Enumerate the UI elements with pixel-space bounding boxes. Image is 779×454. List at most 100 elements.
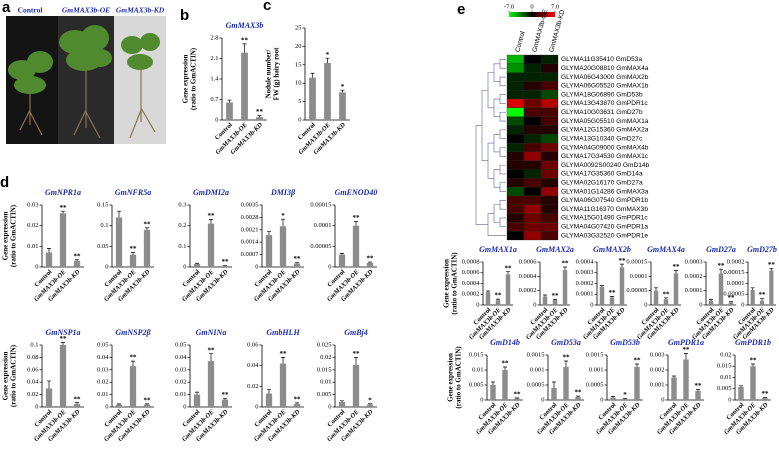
heatmap-cell (540, 90, 559, 100)
chart-title: GmDMI2a (193, 188, 229, 197)
bar (762, 397, 768, 400)
row-label: GLYMA15G01490 GmPDR1c (561, 215, 648, 222)
y-axis-label: Nodule number/ (265, 49, 273, 99)
significance-mark: ** (619, 257, 627, 265)
heatmap-cell (506, 231, 525, 241)
y-tick-label: 0.005 (717, 385, 732, 392)
error-bar (340, 400, 344, 403)
y-axis-label: (ratio to GmACTIN) (451, 252, 459, 315)
y-axis-label: (ratio to GmACTIN) (10, 344, 18, 407)
error-bar (75, 259, 79, 261)
error-bar (281, 218, 285, 227)
row-label: GLYMA02G16170 GmD27a (561, 179, 643, 186)
dendrogram (475, 59, 506, 236)
error-bar (131, 360, 135, 367)
y-tick-label: 0.0021 (241, 226, 259, 233)
bar (502, 370, 508, 400)
error-bar (325, 57, 330, 63)
error-bar (145, 403, 149, 405)
bar (505, 274, 511, 305)
y-tick-label: 0 (35, 403, 38, 410)
chart-title: GmD53b (610, 338, 640, 347)
bar (750, 289, 755, 305)
error-bar (117, 403, 121, 405)
heatmap-cell (506, 151, 525, 161)
y-tick-label: 0.0005 (527, 381, 545, 388)
heatmap-cell (540, 160, 559, 170)
y-tick-label: 0.01 (97, 391, 108, 398)
heatmap-cell (523, 90, 542, 100)
y-tick-label: 1.4 (210, 75, 219, 82)
y-tick-label: 0 (215, 116, 218, 123)
row-label: GLYMA18G06890 GmD53b (561, 91, 643, 98)
error-bar (257, 115, 262, 118)
y-tick-label: 0.03 (175, 366, 186, 373)
y-tick-label: 0 (533, 301, 536, 308)
heatmap-cell (540, 186, 559, 197)
bar (653, 290, 659, 305)
row-label: GLYMA11G35410 GmD53a (561, 56, 642, 63)
heatmap-cell (523, 63, 542, 73)
y-tick-label: 0.03 (97, 366, 108, 373)
bar (339, 92, 346, 120)
heatmap-cell (540, 151, 559, 161)
heatmap-cell (540, 54, 559, 64)
chart-title: GmMAX2a (536, 245, 574, 254)
heatmap-cell (523, 151, 542, 161)
chart-title: GmD27a (706, 245, 736, 254)
row-label: GLYMA17G35360 GmD14a (561, 171, 643, 178)
y-tick-label: 0.0006 (462, 269, 481, 276)
heatmap-cell (540, 178, 559, 188)
error-bar (729, 301, 733, 303)
y-tick-label: 0 (661, 396, 664, 403)
heatmap-cell (540, 204, 559, 214)
chart-title: GmbHLH (266, 328, 300, 337)
y-tick-label: 0.015 (717, 363, 732, 370)
error-bar (664, 297, 668, 300)
y-tick-label: 0.08 (27, 354, 38, 361)
bar (673, 273, 679, 305)
bar (45, 388, 53, 407)
bar (193, 394, 201, 407)
significance-mark: ** (60, 204, 68, 212)
bar (495, 300, 501, 305)
y-tick-label: 0.2 (178, 222, 186, 229)
bar (279, 363, 287, 407)
y-tick-label: 0.1 (30, 341, 38, 348)
heatmap-cell (523, 204, 542, 214)
significance-mark: ** (663, 290, 671, 298)
error-bar (117, 210, 121, 218)
y-tick-label: 0 (741, 301, 744, 308)
significance-mark: ** (353, 214, 361, 222)
y-axis-label: (ratio to GmACTIN) (10, 204, 18, 267)
error-bar (564, 360, 568, 367)
bar (514, 398, 520, 400)
row-label: GLYMA01G14286 GmMAX3a (561, 188, 649, 195)
y-tick-label: 0.02 (175, 379, 186, 386)
bar (708, 300, 714, 305)
y-tick-label: 0 (644, 301, 647, 308)
bar (563, 367, 569, 400)
y-tick-label: 0.7 (210, 96, 219, 103)
y-tick-label: 0 (328, 263, 331, 270)
heatmap-cell (506, 72, 525, 82)
error-bar (267, 389, 271, 394)
y-tick-label: 0.0028 (241, 214, 259, 221)
error-bar (739, 385, 743, 387)
heatmap-cell (540, 107, 559, 117)
error-bar (61, 342, 65, 345)
significance-mark: * (623, 391, 627, 399)
chart-title: GmPDR1a (668, 338, 704, 347)
chart-title: GmPDR1b (735, 338, 771, 347)
significance-mark: ** (130, 245, 138, 253)
row-label: GLYMA10G03631 GmD27b (561, 109, 643, 116)
y-tick-label: 0.003 (650, 351, 665, 358)
column-label: Control (514, 30, 526, 53)
row-label: GLYMA06G05520 GmMAX1b (561, 83, 649, 90)
error-bar (576, 395, 580, 397)
bar (728, 302, 734, 305)
error-bar (486, 290, 490, 293)
heatmap-cell (523, 125, 542, 135)
heatmap-cell (506, 63, 525, 73)
